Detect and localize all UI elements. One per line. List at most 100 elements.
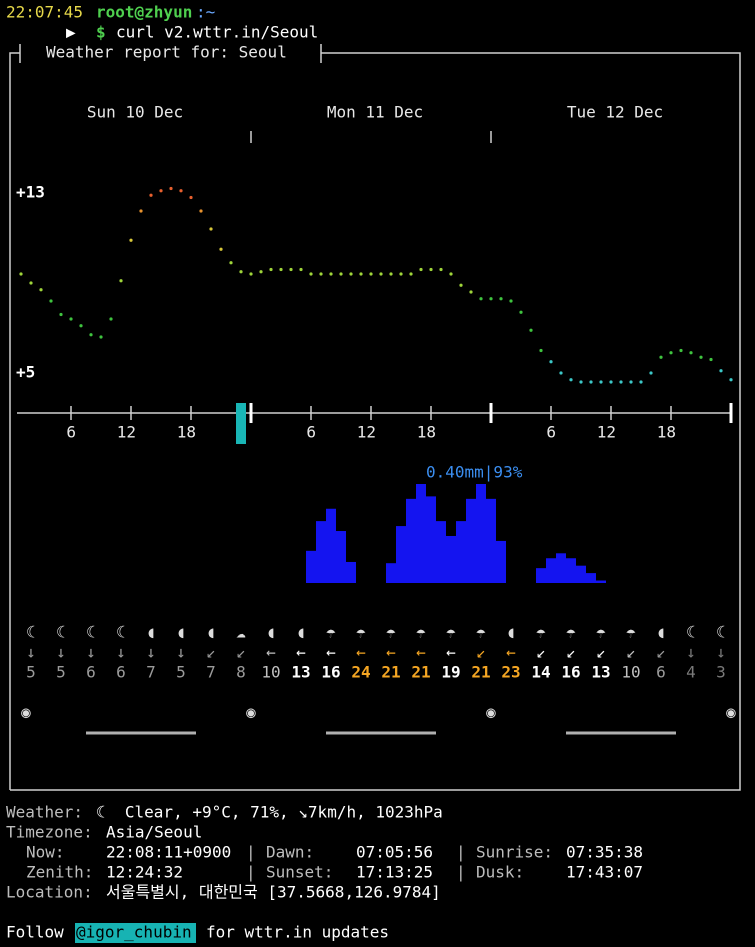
temperature-point — [719, 369, 723, 373]
temperature-point — [659, 355, 663, 359]
command: curl v2.wttr.in/Seoul — [116, 23, 318, 42]
precip-bar — [576, 565, 586, 583]
temperature-point — [69, 317, 73, 321]
value: Asia/Seoul — [106, 823, 202, 842]
x-tick-label: 6 — [66, 423, 76, 442]
wind-speed: 6 — [656, 663, 666, 682]
temperature-point — [549, 360, 553, 364]
weather-icon: ◖ — [506, 623, 516, 642]
precip-bar — [566, 558, 576, 583]
precip-bar — [476, 484, 486, 583]
weather-icon: ☂ — [536, 623, 546, 642]
wind-direction: ↓ — [716, 643, 726, 662]
precip-bar — [416, 484, 426, 583]
wind-speed: 24 — [351, 663, 370, 682]
weather-icon: ☁ — [236, 623, 246, 642]
temperature-point — [589, 380, 593, 384]
separator: | — [456, 863, 466, 882]
temperature-point — [639, 380, 643, 384]
temperature-point — [139, 209, 143, 213]
wind-direction: ↓ — [56, 643, 66, 662]
separator: | — [246, 863, 256, 882]
wind-speed: 23 — [501, 663, 520, 682]
weather-icon: ☂ — [356, 623, 366, 642]
temperature-point — [729, 378, 733, 382]
follow-text: Follow — [6, 923, 64, 942]
precip-bar — [536, 568, 546, 583]
label: Weather: — [6, 803, 83, 822]
wind-direction: ↙ — [596, 643, 606, 662]
temperature-point — [269, 267, 273, 272]
wind-speed: 7 — [206, 663, 216, 682]
weather-icon: ☂ — [626, 623, 636, 642]
temperature-point — [199, 209, 203, 213]
wind-speed: 5 — [26, 663, 36, 682]
x-tick-label: 12 — [117, 423, 136, 442]
weather-icon: ☾ — [86, 623, 96, 642]
wind-direction: ↙ — [476, 643, 486, 662]
value: 12:24:32 — [106, 863, 183, 882]
precip-bar — [316, 521, 326, 583]
temperature-point — [329, 272, 333, 276]
label: Dusk: — [476, 863, 524, 882]
temperature-point — [419, 267, 423, 272]
x-tick-label: 18 — [657, 423, 676, 442]
temperature-point — [569, 378, 573, 382]
wind-direction: ↓ — [176, 643, 186, 662]
wind-speed: 21 — [381, 663, 400, 682]
temperature-point — [449, 272, 453, 276]
wind-speed: 21 — [471, 663, 490, 682]
weather-icon: ☾ — [716, 623, 726, 642]
precip-bar — [486, 498, 496, 583]
temperature-point — [669, 351, 673, 355]
temperature-point — [339, 272, 343, 276]
wind-direction: ↓ — [86, 643, 96, 662]
temperature-point — [249, 272, 253, 276]
wind-speed: 8 — [236, 663, 246, 682]
wind-speed: 4 — [686, 663, 696, 682]
wind-direction: ← — [416, 643, 426, 662]
temperature-point — [179, 189, 183, 193]
temperature-point — [399, 272, 403, 276]
precip-bar — [556, 553, 566, 583]
temperature-point — [689, 351, 693, 355]
wind-direction: ← — [266, 643, 276, 662]
wind-direction: ← — [296, 643, 306, 662]
label: Sunrise: — [476, 843, 553, 862]
temperature-point — [109, 317, 113, 321]
wind-speed: 13 — [591, 663, 610, 682]
moon-phase: ◉ — [21, 703, 31, 722]
value: ☾ Clear, +9°C, 71%, ↘7km/h, 1023hPa — [96, 803, 443, 822]
temperature-point — [559, 371, 563, 375]
wind-direction: ↓ — [146, 643, 156, 662]
value: 17:43:07 — [566, 863, 643, 882]
label: Zenith: — [26, 863, 93, 882]
wind-direction: ← — [356, 643, 366, 662]
precip-bar — [596, 580, 606, 583]
wind-direction: ↙ — [206, 643, 216, 662]
handle[interactable]: @igor_chubin — [76, 923, 192, 942]
temperature-point — [459, 283, 463, 287]
temperature-point — [429, 267, 433, 272]
wind-speed: 3 — [716, 663, 726, 682]
precip-bar — [386, 563, 396, 583]
now-marker — [236, 403, 246, 444]
precip-bar — [466, 498, 476, 583]
value: 서울특별시, 대한민국 [37.5668,126.9784] — [106, 883, 441, 902]
precip-bar — [336, 531, 346, 583]
temperature-point — [279, 267, 283, 272]
moon-phase: ◉ — [246, 703, 256, 722]
temperature-point — [219, 247, 223, 251]
prompt-arrow: ▶ — [66, 23, 76, 42]
wind-speed: 6 — [86, 663, 96, 682]
temperature-point — [699, 355, 703, 359]
temperature-point — [349, 272, 353, 276]
temperature-point — [39, 288, 43, 292]
wind-direction: ↓ — [116, 643, 126, 662]
weather-icon: ☾ — [116, 623, 126, 642]
temperature-point — [579, 380, 583, 384]
weather-icon: ◖ — [206, 623, 216, 642]
prompt-symbol: $ — [96, 23, 106, 42]
separator: | — [246, 843, 256, 862]
